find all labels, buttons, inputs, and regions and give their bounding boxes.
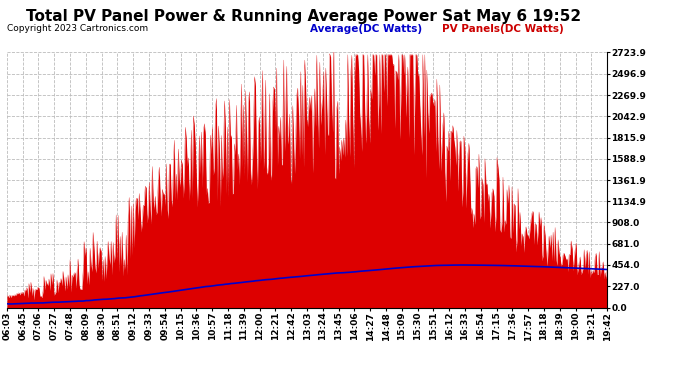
Text: Average(DC Watts): Average(DC Watts) (310, 24, 422, 34)
Text: PV Panels(DC Watts): PV Panels(DC Watts) (442, 24, 563, 34)
Text: Total PV Panel Power & Running Average Power Sat May 6 19:52: Total PV Panel Power & Running Average P… (26, 9, 581, 24)
Text: Copyright 2023 Cartronics.com: Copyright 2023 Cartronics.com (7, 24, 148, 33)
